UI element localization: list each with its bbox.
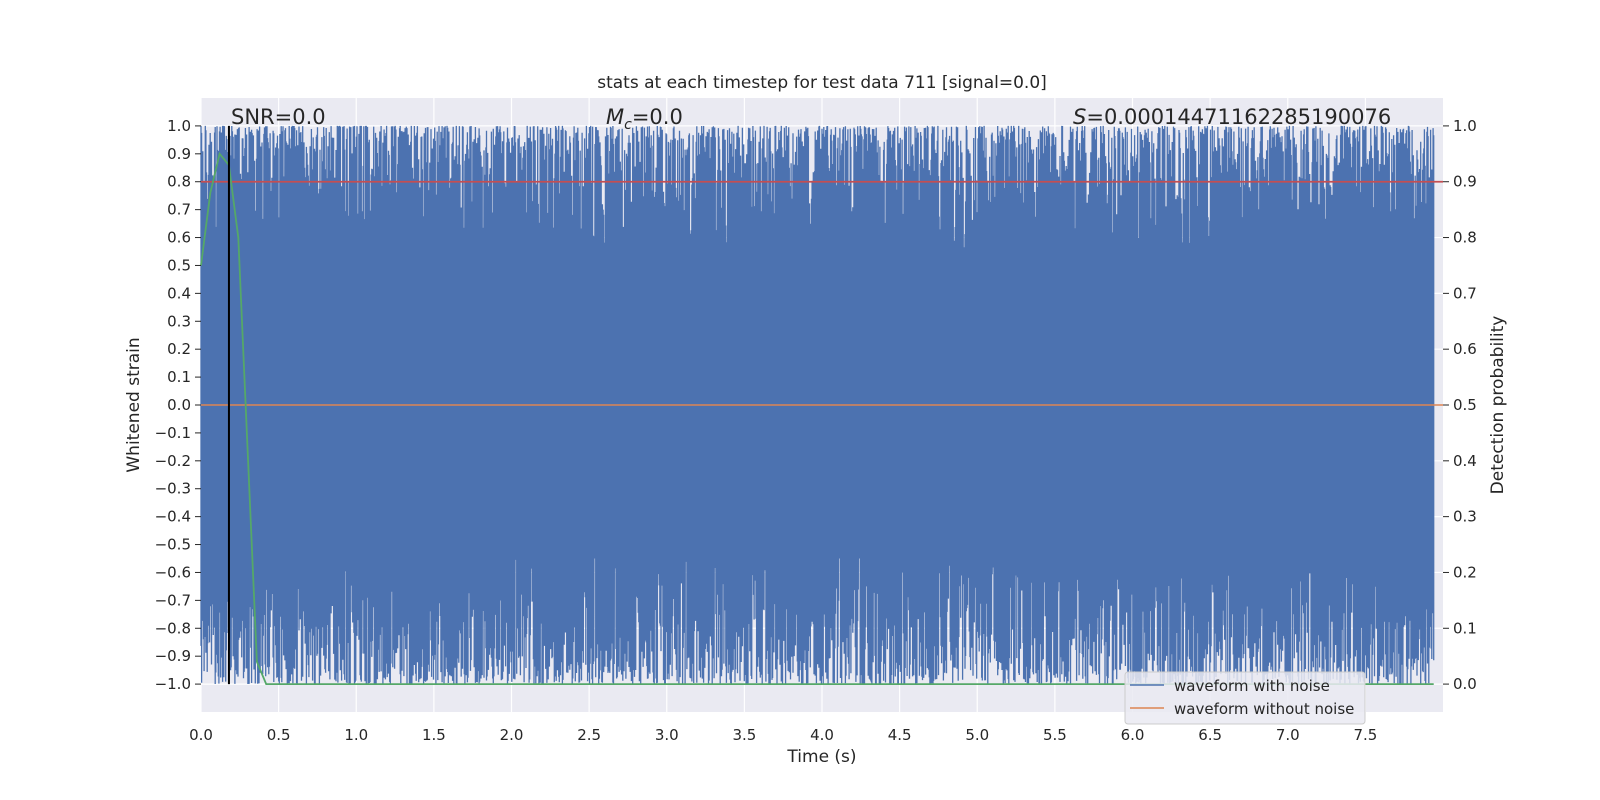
y-tick-label: −0.5 <box>155 536 191 554</box>
y-tick-label: 0.6 <box>167 229 191 247</box>
y2-axis-label: Detection probability <box>1488 316 1508 495</box>
y2-tick-label: 1.0 <box>1453 117 1477 135</box>
x-tick-label: 1.5 <box>422 726 446 744</box>
chirp-mass-subscript: c <box>624 117 632 133</box>
y2-tick-label: 0.6 <box>1453 340 1477 358</box>
y2-tick-label: 0.3 <box>1453 508 1477 526</box>
y2-tick-label: 0.5 <box>1453 396 1477 414</box>
y2-tick-label: 0.2 <box>1453 563 1477 581</box>
y-tick-label: −0.7 <box>155 591 191 609</box>
chart-title: stats at each timestep for test data 711… <box>597 73 1047 93</box>
y-tick-label: 0.0 <box>167 396 191 414</box>
y-tick-label: −0.3 <box>155 480 191 498</box>
x-tick-label: 1.0 <box>344 726 368 744</box>
y-tick-labels: 1.0 0.9 0.8 0.7 0.6 0.5 0.4 0.3 0.2 0.1 0.0 −0.1 −0.… <box>155 117 201 693</box>
x-tick-label: 3.0 <box>655 726 679 744</box>
y2-tick-label: 0.7 <box>1453 284 1477 302</box>
s-annotation: S=0.00014471162285190076 <box>1073 105 1391 129</box>
y-tick-label: 0.1 <box>167 368 191 386</box>
y-tick-label: 0.8 <box>167 173 191 191</box>
x-axis-label: Time (s) <box>786 747 856 767</box>
x-tick-label: 0.0 <box>189 726 213 744</box>
chirp-mass-value: =0.0 <box>632 105 683 129</box>
legend: waveform with noise waveform without noi… <box>1124 671 1366 725</box>
x-tick-label: 2.0 <box>500 726 524 744</box>
y-tick-label: −1.0 <box>155 675 191 693</box>
y2-tick-label: 0.8 <box>1453 229 1477 247</box>
x-tick-labels: 0.0 0.5 1.0 1.5 2.0 2.5 3.0 3.5 4.0 4.5 5.0 5.5 6.0 6… <box>189 726 1377 744</box>
legend-box <box>1124 671 1366 725</box>
y2-tick-label: 0.1 <box>1453 619 1477 637</box>
s-value: =0.00014471162285190076 <box>1086 105 1391 129</box>
y2-tick-label: 0.0 <box>1453 675 1477 693</box>
x-tick-label: 7.0 <box>1276 726 1300 744</box>
x-tick-label: 7.5 <box>1353 726 1377 744</box>
y-tick-label: 0.3 <box>167 312 191 330</box>
y-tick-label: −0.9 <box>155 647 191 665</box>
overlay-lines <box>200 125 1443 685</box>
x-tick-label: 6.0 <box>1121 726 1145 744</box>
y-tick-label: −0.4 <box>155 508 191 526</box>
y2-tick-label: 0.9 <box>1453 173 1477 191</box>
y-tick-label: 0.4 <box>167 284 191 302</box>
y2-tick-label: 0.4 <box>1453 452 1477 470</box>
chirp-mass-symbol: M <box>606 105 624 129</box>
y-tick-label: 0.2 <box>167 340 191 358</box>
x-tick-label: 4.5 <box>888 726 912 744</box>
y-tick-label: 0.7 <box>167 201 191 219</box>
y-tick-label: −0.6 <box>155 563 191 581</box>
y-tick-label: 1.0 <box>167 117 191 135</box>
legend-label-noise: waveform with noise <box>1174 677 1330 695</box>
chirp-mass-annotation: Mc=0.0 <box>606 105 683 133</box>
x-tick-label: 6.5 <box>1198 726 1222 744</box>
x-tick-label: 0.5 <box>267 726 291 744</box>
y-tick-label: −0.1 <box>155 424 191 442</box>
y-tick-label: −0.8 <box>155 619 191 637</box>
legend-label-clean: waveform without noise <box>1174 700 1354 718</box>
x-tick-label: 4.0 <box>810 726 834 744</box>
y-tick-label: −0.2 <box>155 452 191 470</box>
x-tick-label: 5.5 <box>1043 726 1067 744</box>
x-tick-label: 2.5 <box>577 726 601 744</box>
y-tick-label: 0.9 <box>167 145 191 163</box>
x-tick-label: 5.0 <box>965 726 989 744</box>
s-symbol: S <box>1073 105 1086 129</box>
detection-probability-line <box>200 151 1434 685</box>
y2-tick-labels: 1.0 0.9 0.8 0.7 0.6 0.5 0.4 0.3 0.2 0.1 0.0 <box>1443 117 1477 693</box>
x-tick-label: 3.5 <box>732 726 756 744</box>
snr-annotation: SNR=0.0 <box>231 105 326 129</box>
y-axis-label: Whitened strain <box>124 337 144 472</box>
y-tick-label: 0.5 <box>167 256 191 274</box>
